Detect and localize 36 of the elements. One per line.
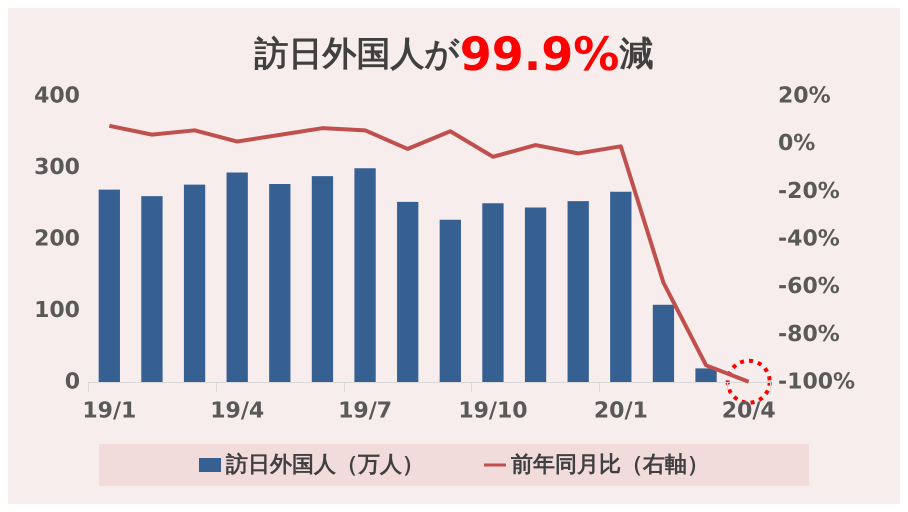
bar	[397, 202, 418, 382]
bar	[568, 201, 589, 382]
y2-tick-label: -60%	[778, 274, 840, 300]
x-tick-label: 19/4	[210, 398, 264, 424]
bar	[524, 208, 546, 382]
chart-title: 訪日外国人が99.9%減	[254, 27, 654, 81]
legend-label: 前年同月比（右軸）	[510, 452, 709, 478]
y-tick-label: 200	[34, 226, 80, 252]
y2-tick-label: -80%	[778, 322, 840, 347]
legend-label: 訪日外国人（万人）	[225, 452, 424, 478]
bar	[312, 176, 334, 382]
bar	[482, 203, 504, 382]
y-tick-label: 300	[34, 155, 80, 180]
bar	[141, 196, 163, 382]
y-tick-label: 0	[64, 370, 80, 394]
bar	[226, 172, 248, 382]
bar	[354, 168, 376, 382]
x-tick-label: 20/4	[722, 398, 776, 424]
y-tick-label: 400	[34, 84, 80, 108]
y2-tick-label: -20%	[778, 178, 840, 204]
x-tick-label: 20/1	[594, 398, 648, 424]
x-tick-label: 19/7	[338, 398, 392, 424]
bar	[652, 304, 674, 382]
y2-tick-label: -40%	[778, 226, 840, 252]
bar	[440, 220, 461, 382]
bar	[184, 184, 206, 382]
y2-tick-label: 20%	[778, 84, 831, 108]
y2-tick-label: 0%	[778, 131, 816, 156]
x-tick-label: 19/10	[458, 398, 528, 424]
x-tick-label: 19/1	[82, 398, 136, 424]
bar	[98, 190, 120, 382]
y2-tick-label: -100%	[778, 370, 856, 394]
bar	[695, 368, 717, 382]
bar	[610, 192, 632, 382]
y-tick-label: 100	[34, 298, 80, 323]
bar	[269, 184, 290, 382]
